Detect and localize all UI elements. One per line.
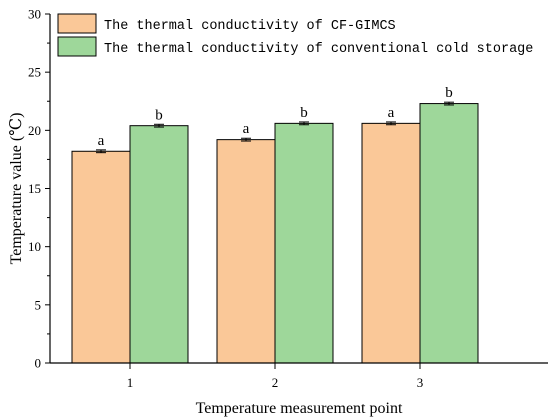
bar: [419, 103, 479, 364]
bar: [71, 150, 131, 364]
x-tick-label: 3: [417, 375, 424, 390]
bar: [216, 139, 276, 364]
significance-label: a: [243, 121, 250, 137]
legend-swatch: [57, 13, 97, 34]
y-axis-ticks: 0 5 10 15 20 25 30: [28, 7, 50, 371]
significance-label: a: [98, 133, 105, 149]
significance-label: b: [445, 85, 453, 101]
y-tick-label: 20: [28, 123, 41, 138]
legend-swatch: [57, 36, 97, 57]
bar: [274, 122, 334, 364]
significance-label: b: [155, 107, 163, 123]
y-tick-label: 10: [28, 239, 41, 254]
significance-label: a: [388, 105, 395, 121]
x-axis-ticks: 1 2 3: [127, 363, 424, 390]
y-axis-title: Temperature value (℃): [8, 113, 25, 265]
bar: [129, 125, 189, 364]
x-tick-label: 2: [272, 375, 279, 390]
legend-label: The thermal conductivity of conventional…: [104, 42, 533, 57]
y-tick-label: 25: [28, 65, 41, 80]
plot-area: a a a b b b: [71, 85, 479, 364]
legend: The thermal conductivity of CF-GIMCS The …: [57, 13, 533, 57]
y-tick-label: 15: [28, 181, 41, 196]
y-tick-label: 0: [35, 356, 42, 371]
y-tick-label: 30: [28, 7, 41, 22]
x-axis-title: Temperature measurement point: [196, 400, 403, 417]
significance-label: b: [300, 105, 308, 121]
y-tick-label: 5: [35, 297, 42, 312]
bar: [361, 122, 421, 364]
legend-label: The thermal conductivity of CF-GIMCS: [104, 19, 396, 34]
x-tick-label: 1: [127, 375, 134, 390]
